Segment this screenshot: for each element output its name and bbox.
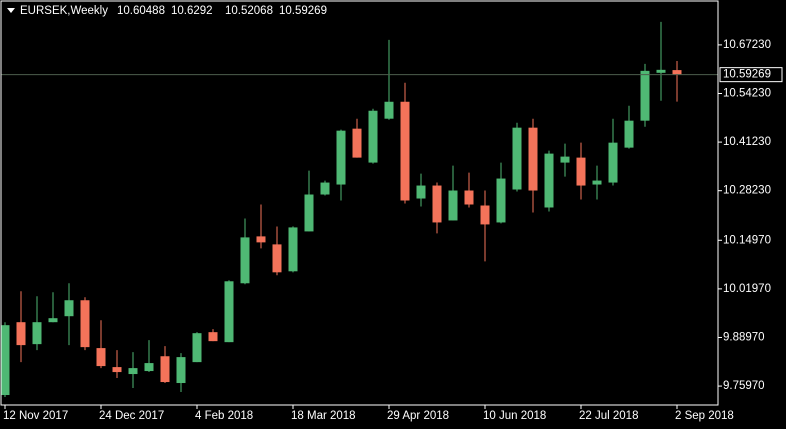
candle-body (592, 180, 602, 185)
candle-body (80, 300, 90, 348)
candle-body (528, 127, 538, 191)
price-label-box (719, 67, 783, 83)
menu-icon (7, 8, 15, 13)
candle-body (176, 357, 186, 384)
y-tick-label: 10.01970 (723, 283, 771, 295)
candle-body (384, 101, 394, 119)
candle-body (656, 69, 666, 73)
x-tick-label: 10 Jun 2018 (483, 410, 546, 422)
candle-body (560, 156, 570, 163)
candle-body (512, 127, 522, 190)
candle-body (288, 227, 298, 272)
ohlc-high: 10.6292 (171, 5, 213, 17)
ohlc-open: 10.60488 (117, 5, 165, 17)
candle-body (576, 157, 586, 186)
y-tick-label: 10.14970 (723, 234, 771, 246)
plot-frame (0, 0, 719, 406)
candle-body (16, 322, 26, 346)
candle-body (464, 190, 474, 205)
candle-body (160, 356, 170, 383)
candle-body (208, 332, 218, 342)
candle-body (608, 142, 618, 183)
candle-body (48, 318, 58, 323)
candle-body (400, 101, 410, 201)
candle-body (240, 237, 250, 284)
y-tick-label: 10.41230 (723, 136, 771, 148)
candle-body (304, 194, 314, 232)
x-tick-label: 18 Mar 2018 (291, 410, 356, 422)
x-tick-label: 2 Sep 2018 (675, 410, 734, 422)
ohlc-low: 10.52068 (225, 5, 273, 17)
candle-body (496, 178, 506, 223)
candle-body (448, 190, 458, 221)
x-tick-label: 24 Dec 2017 (99, 410, 164, 422)
x-tick-label: 4 Feb 2018 (195, 410, 253, 422)
candle-body (352, 128, 362, 158)
plot-area (0, 21, 718, 397)
ohlc-close: 10.59269 (279, 5, 327, 17)
candle-body (416, 185, 426, 199)
x-tick-label: 22 Jul 2018 (579, 410, 638, 422)
x-tick-label: 12 Nov 2017 (3, 410, 68, 422)
candle-body (544, 153, 554, 208)
y-tick-label: 10.54230 (723, 88, 771, 100)
candle-body (672, 70, 682, 75)
candle-body (224, 281, 234, 343)
candle-body (32, 322, 42, 345)
candle-body (192, 333, 202, 363)
y-tick-label: 9.75970 (723, 380, 765, 392)
candle-body (112, 367, 122, 373)
candle-body (144, 363, 154, 372)
candle-body (320, 182, 330, 195)
candle-body (96, 348, 106, 367)
candle-body (256, 236, 266, 243)
candle-body (0, 325, 10, 396)
candle-body (336, 130, 346, 185)
candle-body (128, 368, 138, 375)
candle-body (64, 300, 74, 317)
y-tick-label: 10.67230 (723, 39, 771, 51)
candle-body (480, 205, 490, 225)
candle-body (272, 244, 282, 273)
candle-body (640, 70, 650, 121)
y-tick-label: 9.88970 (723, 332, 765, 344)
chart-title: EURSEK,Weekly (20, 5, 108, 17)
y-tick-label: 10.28230 (723, 185, 771, 197)
price-label: 10.59269 (723, 69, 771, 81)
candle-body (368, 110, 378, 163)
candle-body (432, 185, 442, 223)
x-tick-label: 29 Apr 2018 (387, 410, 449, 422)
candle-body (624, 120, 634, 148)
